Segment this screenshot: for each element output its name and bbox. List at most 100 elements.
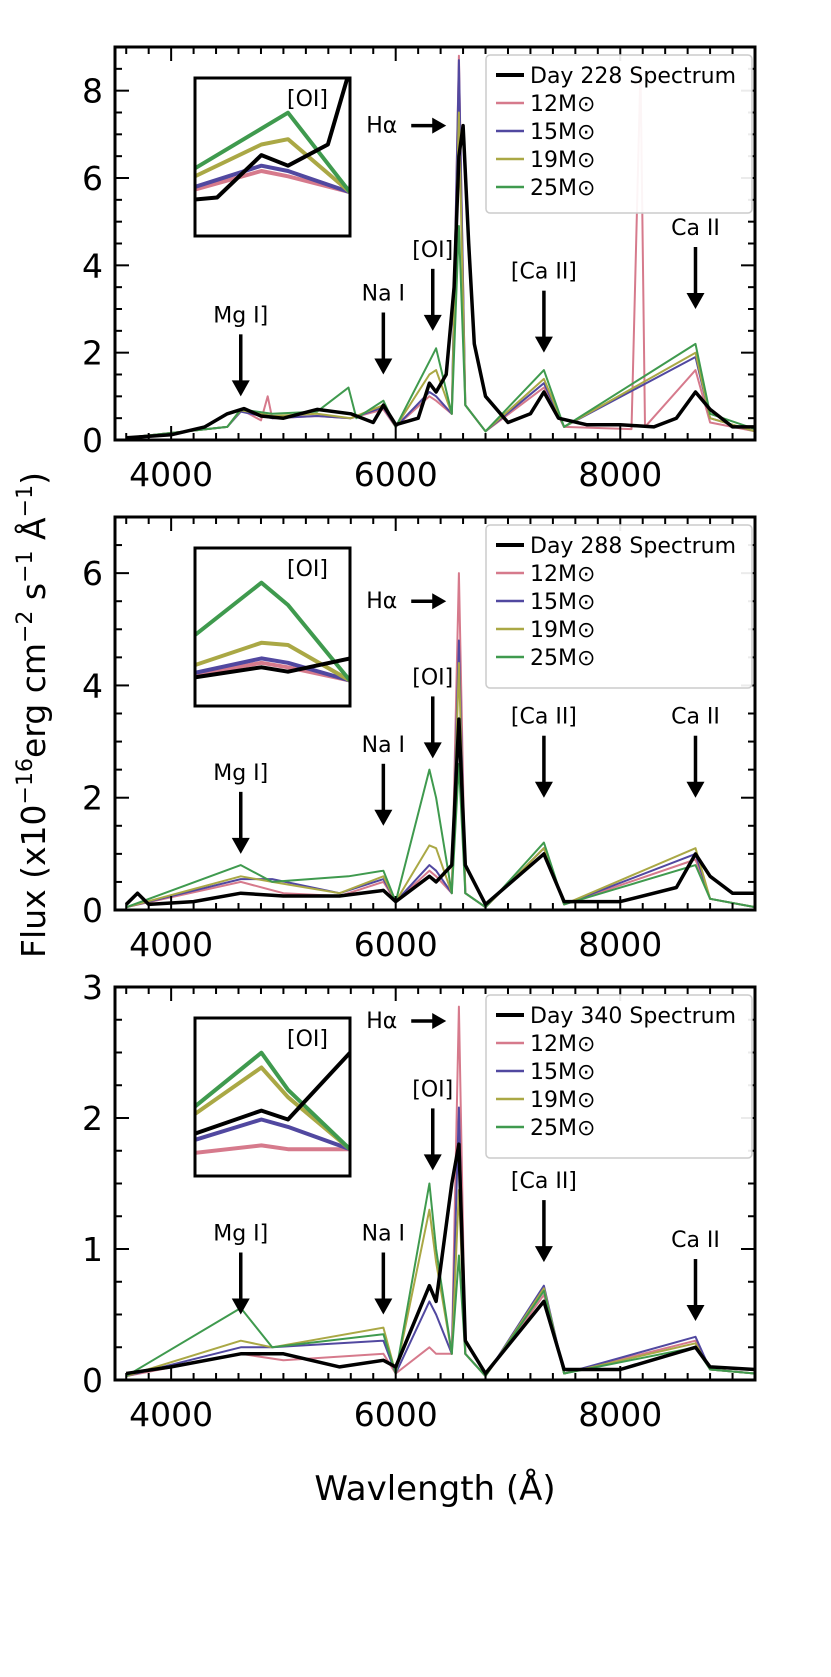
series-line-1: [126, 1005, 755, 1378]
annotation-2: [OI]: [412, 1077, 453, 1171]
legend-label: 12M⊙: [530, 1032, 595, 1057]
annotation-label: Na I: [362, 733, 405, 758]
annotation-2: [OI]: [412, 665, 453, 759]
annotation-label: [Ca II]: [511, 260, 577, 285]
legend-box: [485, 524, 753, 689]
legend-label: 25M⊙: [530, 176, 595, 201]
legend: Day 228 Spectrum 12M⊙ 15M⊙ 19M⊙ 25M⊙: [485, 54, 753, 214]
y-tick-label: 0: [82, 891, 103, 930]
x-tick-label: 4000: [129, 925, 213, 964]
inset-series-line-1: [195, 660, 350, 683]
annotation-arrow-head: [374, 1298, 393, 1315]
annotation-label: Hα: [366, 1009, 397, 1034]
inset-series-line-0: [195, 649, 350, 680]
annotation-arrow-head: [231, 380, 250, 397]
inset-oi: [OI]: [193, 546, 352, 708]
x-tick-label: 6000: [354, 1395, 438, 1434]
legend-label: 19M⊙: [530, 1088, 595, 1113]
annotation-5: Ca II: [671, 1228, 720, 1322]
inset-series-line-3: [195, 640, 350, 683]
inset-series-line-4: [195, 580, 350, 683]
annotation-label: Mg I]: [213, 761, 268, 786]
annotation-arrow-head: [374, 358, 393, 375]
legend-label: 19M⊙: [530, 148, 595, 173]
annotation-label: Na I: [362, 1222, 405, 1247]
inset-series-group: [195, 78, 350, 202]
inset-oi: [OI]: [193, 76, 352, 238]
y-axis-label: Flux (x10−16erg cm−2 s−1 Å−1): [13, 472, 53, 958]
panels: 4000 6000 8000 0 2 4 6 8 Mg I] Na I [OI] Hα [Ca II] C…: [82, 45, 757, 1434]
inset-series-line-2: [195, 1117, 350, 1152]
annotation-label: Ca II: [671, 1228, 720, 1253]
x-tick-label: 4000: [129, 455, 213, 494]
y-axis-label-part: ): [14, 472, 53, 485]
legend-label: Day 340 Spectrum: [530, 1004, 736, 1029]
legend-label: 15M⊙: [530, 1060, 595, 1085]
annotation-label: [OI]: [412, 238, 453, 263]
annotation-label: Ca II: [671, 705, 720, 730]
annotation-arrow-head: [534, 781, 553, 798]
annotation-3: Hα: [366, 589, 447, 614]
legend-label: 25M⊙: [530, 646, 595, 671]
series-line-0: [126, 123, 755, 440]
annotation-0: Mg I]: [213, 303, 268, 397]
legend: Day 340 Spectrum 12M⊙ 15M⊙ 19M⊙ 25M⊙: [485, 994, 753, 1159]
annotation-label: Mg I]: [213, 303, 268, 328]
annotation-label: Mg I]: [213, 1222, 268, 1247]
annotation-arrow-head: [432, 117, 447, 134]
inset-series-group: [195, 580, 350, 683]
annotation-label: [Ca II]: [511, 1169, 577, 1194]
inset-frame: [193, 1016, 352, 1178]
legend: Day 288 Spectrum 12M⊙ 15M⊙ 19M⊙ 25M⊙: [485, 524, 753, 689]
annotation-arrow-head: [423, 314, 442, 331]
x-tick-label: 4000: [129, 1395, 213, 1434]
annotation-3: Hα: [366, 114, 447, 139]
annotation-label: Hα: [366, 589, 397, 614]
y-axis-label-part: erg cm: [14, 643, 53, 758]
legend-label: 12M⊙: [530, 92, 595, 117]
annotation-arrow-head: [231, 837, 250, 854]
inset-series-line-4: [195, 110, 350, 195]
inset-label: [OI]: [287, 1027, 328, 1052]
series-line-0: [125, 1142, 755, 1376]
x-tick-label: 6000: [354, 455, 438, 494]
inset-series-line-3: [195, 137, 350, 195]
panel-day-2: 4000 6000 8000 0 1 2 3 Mg I] Na I [OI] Hα [Ca II] Ca…: [82, 968, 757, 1434]
y-tick-label: 6: [82, 159, 103, 198]
inset-series-line-2: [195, 161, 350, 195]
series-line-4: [125, 1182, 755, 1378]
series-line-2: [125, 1106, 755, 1378]
legend-label: 15M⊙: [530, 590, 595, 615]
y-tick-label: 0: [82, 1361, 103, 1400]
annotation-label: [OI]: [412, 665, 453, 690]
annotation-0: Mg I]: [213, 1222, 268, 1315]
legend-label: Day 228 Spectrum: [530, 64, 736, 89]
x-axis-label: Wavlength (Å): [314, 1468, 555, 1509]
legend-label: 15M⊙: [530, 120, 595, 145]
legend-label: 12M⊙: [530, 562, 595, 587]
y-tick-label: 2: [82, 779, 103, 818]
legend-box: [485, 54, 753, 214]
annotation-arrow-head: [423, 1154, 442, 1171]
annotation-arrow-head: [374, 809, 393, 826]
x-tick-label: 8000: [578, 925, 662, 964]
legend-label: Day 288 Spectrum: [530, 534, 736, 559]
series-line-4: [125, 763, 755, 909]
series-line-0: [124, 717, 755, 907]
annotation-4: [Ca II]: [511, 1169, 577, 1263]
annotation-3: Hα: [366, 1009, 447, 1034]
inset-label: [OI]: [287, 87, 328, 112]
annotation-4: [Ca II]: [511, 705, 577, 798]
x-tick-label: 6000: [354, 925, 438, 964]
annotation-label: [Ca II]: [511, 705, 577, 730]
inset-series-group: [195, 1050, 350, 1155]
inset-series-line-3: [195, 1065, 350, 1152]
annotation-arrow-head: [432, 593, 447, 610]
annotation-arrow-head: [231, 1298, 250, 1315]
y-tick-label: 4: [82, 246, 103, 285]
panel-day-0: 4000 6000 8000 0 2 4 6 8 Mg I] Na I [OI] Hα [Ca II] C…: [82, 45, 757, 494]
annotation-1: Na I: [362, 282, 405, 375]
annotation-arrow-head: [423, 742, 442, 759]
annotation-label: [OI]: [412, 1077, 453, 1102]
y-tick-label: 4: [82, 666, 103, 705]
